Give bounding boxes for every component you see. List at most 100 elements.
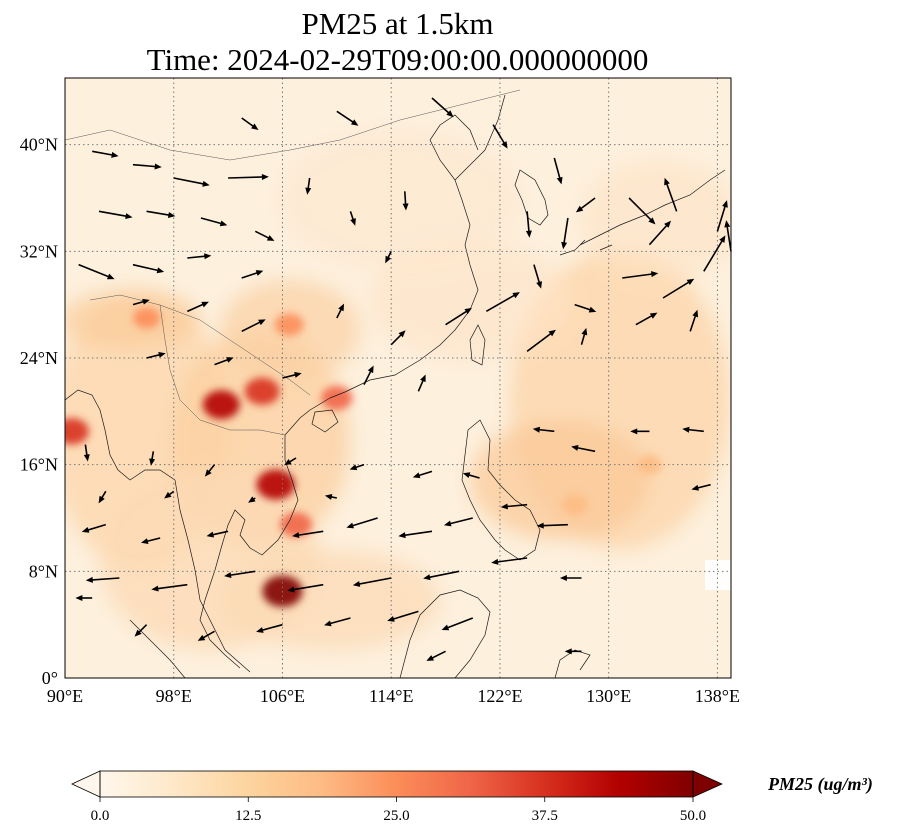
coastline-bay-of-bengal (65, 389, 176, 481)
lat-tick-label: 16°N (20, 455, 58, 475)
lat-tick-label: 8°N (29, 561, 58, 581)
wind-arrow (146, 351, 166, 359)
wind-arrow (385, 250, 392, 264)
wind-arrow (575, 197, 596, 213)
wind-arrow (140, 537, 161, 545)
wind-arrow (241, 117, 259, 130)
wind-vectors (75, 97, 732, 661)
wind-arrow (491, 557, 528, 565)
wind-arrow (98, 210, 133, 220)
map-time: Time: 2024-02-29T09:00:00.000000000 (146, 42, 649, 77)
wind-arrow (187, 301, 209, 313)
wind-arrow (500, 503, 528, 510)
wind-arrow (363, 365, 374, 386)
wind-arrow (390, 330, 406, 346)
colorbar: 0.0 12.5 25.0 37.5 50.0 (71, 770, 723, 824)
coastline-indochina (199, 397, 331, 669)
lat-tick-label: 0° (42, 668, 58, 688)
map-title: PM25 at 1.5km (301, 6, 494, 41)
wind-arrow (445, 307, 472, 326)
pm25-hotspot (636, 455, 662, 475)
wind-arrow (564, 648, 582, 655)
wind-arrow (132, 263, 165, 274)
wind-arrow (200, 217, 228, 227)
lat-tick-label: 24°N (20, 348, 58, 368)
wind-arrow (628, 197, 656, 225)
wind-arrow (132, 163, 162, 170)
wind-arrow (443, 517, 473, 527)
wind-arrow (492, 124, 508, 149)
colorbar-tick-label: 25.0 (383, 808, 409, 824)
wind-arrow (228, 174, 269, 181)
wind-arrow (352, 577, 392, 587)
pm25-hotspot (244, 377, 280, 405)
wind-arrow (134, 624, 148, 637)
wind-arrow (324, 494, 337, 500)
pm25-hotspot (561, 494, 588, 515)
wind-arrow (173, 177, 210, 187)
coastline-japan (559, 169, 726, 256)
wind-arrow (691, 483, 711, 491)
wind-arrow (559, 575, 582, 581)
wind-arrow (75, 595, 93, 601)
coastline-sulawesi (554, 649, 591, 678)
lon-tick-label: 122°E (477, 686, 522, 706)
coastline-malay (174, 479, 251, 673)
wind-arrow (151, 583, 188, 592)
wind-arrow (716, 200, 728, 232)
wind-arrow (682, 426, 704, 433)
colorbar-tick-label: 50.0 (680, 808, 706, 824)
lat-tick-label: 32°N (20, 241, 58, 261)
wind-arrow (580, 327, 588, 345)
wind-arrow (398, 530, 433, 539)
wind-arrow (305, 177, 312, 195)
pm25-hotspot (65, 418, 89, 445)
wind-arrow (553, 157, 563, 185)
wind-arrow (426, 650, 446, 661)
wind-arrow (622, 271, 659, 279)
coastline-korea (514, 169, 549, 226)
wind-arrow (187, 253, 212, 260)
wind-arrow (98, 490, 107, 504)
wind-arrow (336, 110, 359, 126)
pm25-hotspots (65, 307, 662, 607)
coastline-taiwan (469, 324, 486, 366)
lon-tick-label: 98°E (156, 686, 192, 706)
wind-arrow (92, 150, 119, 158)
gridlines (65, 78, 731, 678)
wind-arrow (402, 191, 409, 211)
wind-arrow (533, 264, 542, 289)
wind-arrow (149, 451, 156, 466)
wind-arrow (648, 220, 672, 246)
colorbar-label: PM25 (ug/m³) (768, 774, 873, 794)
wind-arrow (346, 517, 378, 529)
wind-arrow (664, 177, 678, 212)
coastline-bohai (429, 114, 479, 181)
wind-arrow (525, 211, 532, 238)
pm25-hotspot (202, 390, 240, 420)
wind-arrow (256, 623, 283, 633)
wind-arrow (349, 211, 356, 226)
wind-arrow (81, 523, 107, 533)
colorbar-min-extend (71, 770, 101, 798)
wind-arrow (204, 464, 216, 477)
wind-arrow (635, 312, 658, 326)
lon-tick-label: 90°E (47, 686, 83, 706)
pm25-hotspot (280, 512, 313, 538)
coastline-sumatra (129, 619, 186, 678)
wind-arrow (485, 292, 520, 313)
wind-arrow (292, 530, 324, 539)
lon-tick-label: 130°E (586, 686, 631, 706)
wind-arrow (83, 444, 90, 462)
wind-arrow (85, 576, 120, 583)
wind-arrow (206, 530, 229, 538)
wind-arrow (574, 303, 597, 313)
wind-arrow (417, 374, 426, 392)
wind-arrow (146, 210, 176, 218)
coastline-philippines (461, 419, 541, 561)
wind-arrow (132, 298, 150, 306)
wind-arrow (241, 270, 264, 279)
wind-arrow (224, 570, 256, 579)
wind-arrow (287, 583, 324, 593)
